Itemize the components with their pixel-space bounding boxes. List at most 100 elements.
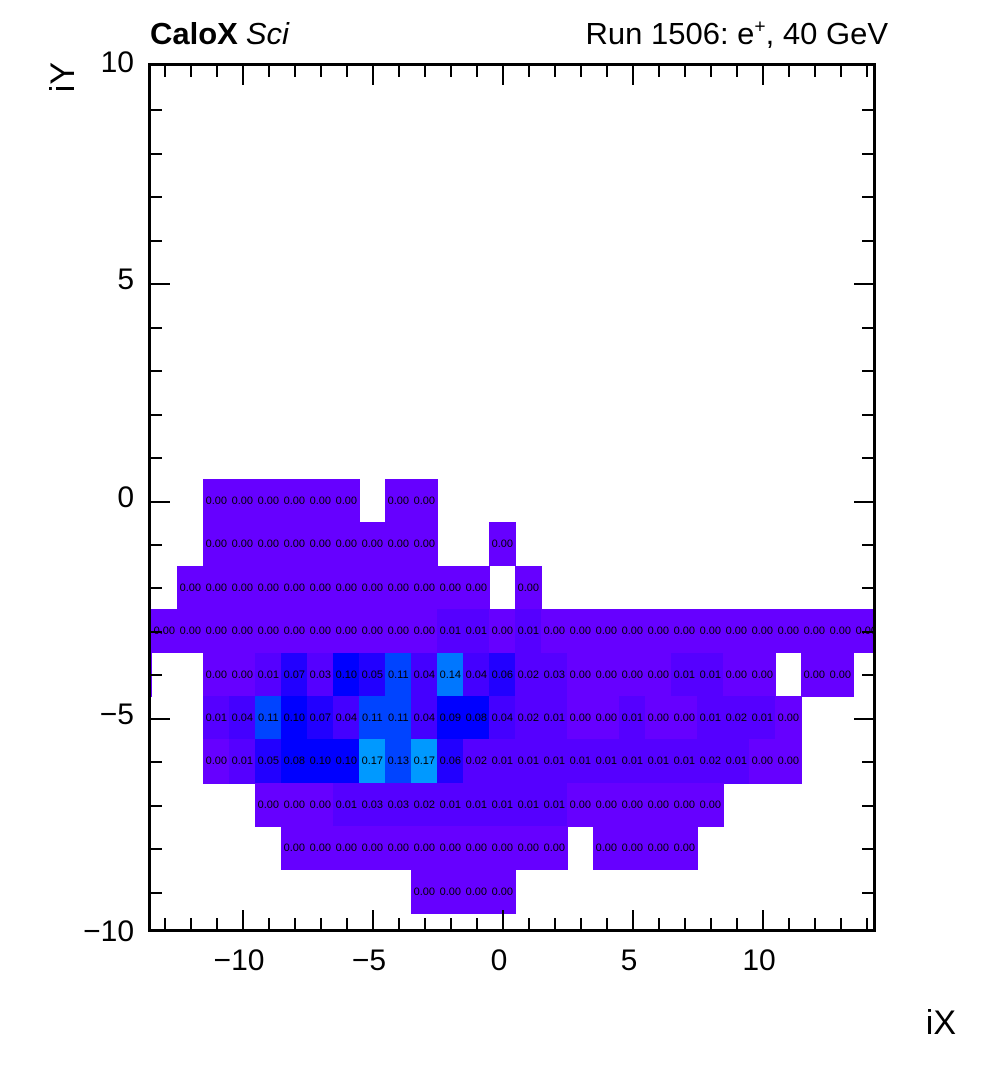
- x-axis-tick: [502, 66, 504, 85]
- y-axis-tick: [862, 804, 873, 807]
- x-axis-tick: [164, 66, 166, 77]
- y-axis-tick: [862, 630, 873, 633]
- heatmap-cell: 0.00: [619, 826, 646, 871]
- y-axis-tick: [151, 587, 162, 590]
- heatmap-cell: 0.06: [489, 652, 516, 697]
- x-axis-tick: [866, 66, 868, 77]
- x-axis-tick: [554, 66, 556, 77]
- y-axis-tick: [151, 326, 162, 329]
- x-axis-title: iX: [925, 1004, 956, 1042]
- heatmap-cell: 0.00: [203, 739, 230, 784]
- experiment-name: CaloX: [150, 16, 238, 51]
- heatmap-cell: 0.00: [671, 609, 698, 654]
- y-axis-tick: [151, 891, 162, 894]
- x-axis-tick: [788, 918, 790, 929]
- x-axis-tick: [580, 918, 582, 929]
- x-axis-tick: [424, 66, 426, 77]
- heatmap-cell: 0.00: [411, 869, 438, 914]
- x-axis-tick: [502, 910, 504, 929]
- x-axis-tick: [476, 918, 478, 929]
- heatmap-cell: 0.01: [697, 696, 724, 741]
- heatmap-cell: 0.00: [593, 609, 620, 654]
- y-axis-tick: [151, 152, 162, 155]
- run-prefix: Run 1506: e: [585, 16, 755, 51]
- y-axis-title: iY: [44, 62, 82, 93]
- heatmap-cell: 0.00: [463, 565, 490, 610]
- heatmap-cell: 0.00: [359, 826, 386, 871]
- heatmap-cell: 0.00: [723, 609, 750, 654]
- heatmap-cell: 0.01: [619, 739, 646, 784]
- heatmap-cell: 0.00: [385, 522, 412, 567]
- heatmap-cell: 0.00: [515, 826, 542, 871]
- heatmap-cell: 0.03: [541, 652, 568, 697]
- x-axis-tick: [320, 918, 322, 929]
- heatmap-cell: 0.01: [697, 652, 724, 697]
- heatmap-cell: 0.14: [437, 652, 464, 697]
- heatmap-cell: 0.01: [541, 696, 568, 741]
- y-axis-tick: [862, 370, 873, 373]
- x-axis-tick: [658, 66, 660, 77]
- heatmap-cell: 0.13: [385, 739, 412, 784]
- heatmap-cell: 0.00: [645, 826, 672, 871]
- x-axis-tick: [190, 66, 192, 77]
- heatmap-cell: 0.00: [385, 565, 412, 610]
- x-axis-tick: [242, 910, 244, 929]
- y-axis-tick: [151, 196, 162, 199]
- heatmap-cell: 0.00: [229, 478, 256, 523]
- heatmap-cell: 0.03: [359, 782, 386, 827]
- y-axis-tick: [862, 761, 873, 764]
- heatmap-cell: 0.00: [749, 739, 776, 784]
- heatmap-cell: 0.10: [333, 652, 360, 697]
- heatmap-cell: 0.01: [229, 739, 256, 784]
- x-axis-tick: [658, 918, 660, 929]
- heatmap-cell: 0.01: [671, 739, 698, 784]
- x-axis-tick: [736, 66, 738, 77]
- heatmap-cell: 0.04: [229, 696, 256, 741]
- heatmap-cell: 0.00: [281, 522, 308, 567]
- x-tick-label: 0: [490, 944, 508, 977]
- heatmap-cell: 0.01: [541, 782, 568, 827]
- x-axis-tick: [320, 66, 322, 77]
- x-axis-tick: [216, 918, 218, 929]
- x-axis-tick: [164, 918, 166, 929]
- heatmap-cell: 0.00: [411, 478, 438, 523]
- y-axis-tick: [862, 326, 873, 329]
- x-axis-tick: [424, 918, 426, 929]
- heatmap-cell: 0.01: [463, 609, 490, 654]
- heatmap-cell: 0.04: [463, 652, 490, 697]
- heatmap-cell: 0.00: [697, 782, 724, 827]
- x-axis-tick: [736, 918, 738, 929]
- heatmap-cell: 0.04: [411, 696, 438, 741]
- heatmap-cell: 0.00: [593, 826, 620, 871]
- heatmap-cell: 0.02: [697, 739, 724, 784]
- heatmap-cell: 0.00: [489, 609, 516, 654]
- heatmap-cell: 0.00: [359, 522, 386, 567]
- y-axis-tick-labels: 10 5 0 −5 −10: [40, 46, 134, 948]
- heatmap-cell: 0.00: [593, 696, 620, 741]
- x-tick-label: 10: [742, 944, 776, 977]
- heatmap-cell: 0.11: [359, 696, 386, 741]
- y-axis-tick: [151, 674, 162, 677]
- x-axis-tick: [528, 66, 530, 77]
- heatmap-cell: 0.00: [229, 652, 256, 697]
- heatmap-cell: 0.10: [281, 696, 308, 741]
- x-axis-tick: [346, 66, 348, 77]
- heatmap-cell: 0.06: [437, 739, 464, 784]
- x-axis-tick: [606, 66, 608, 77]
- y-axis-tick: [854, 283, 873, 286]
- x-axis-tick: [242, 66, 244, 85]
- heatmap-cell: 0.04: [411, 652, 438, 697]
- heatmap-cell: 0.00: [333, 609, 360, 654]
- x-axis-tick: [450, 918, 452, 929]
- heatmap-cell: 0.01: [489, 782, 516, 827]
- heatmap-cell: 0.00: [801, 609, 828, 654]
- heatmap-cell: 0.00: [749, 609, 776, 654]
- y-tick-label: 0: [117, 480, 134, 514]
- y-axis-tick: [862, 891, 873, 894]
- y-axis-tick: [151, 457, 162, 460]
- heatmap-cell: 0.00: [281, 565, 308, 610]
- heatmap-cell: 0.01: [645, 739, 672, 784]
- heatmap-cell: 0.11: [385, 696, 412, 741]
- heatmap-cell: 0.00: [203, 478, 230, 523]
- heatmap-cell: 0.00: [307, 826, 334, 871]
